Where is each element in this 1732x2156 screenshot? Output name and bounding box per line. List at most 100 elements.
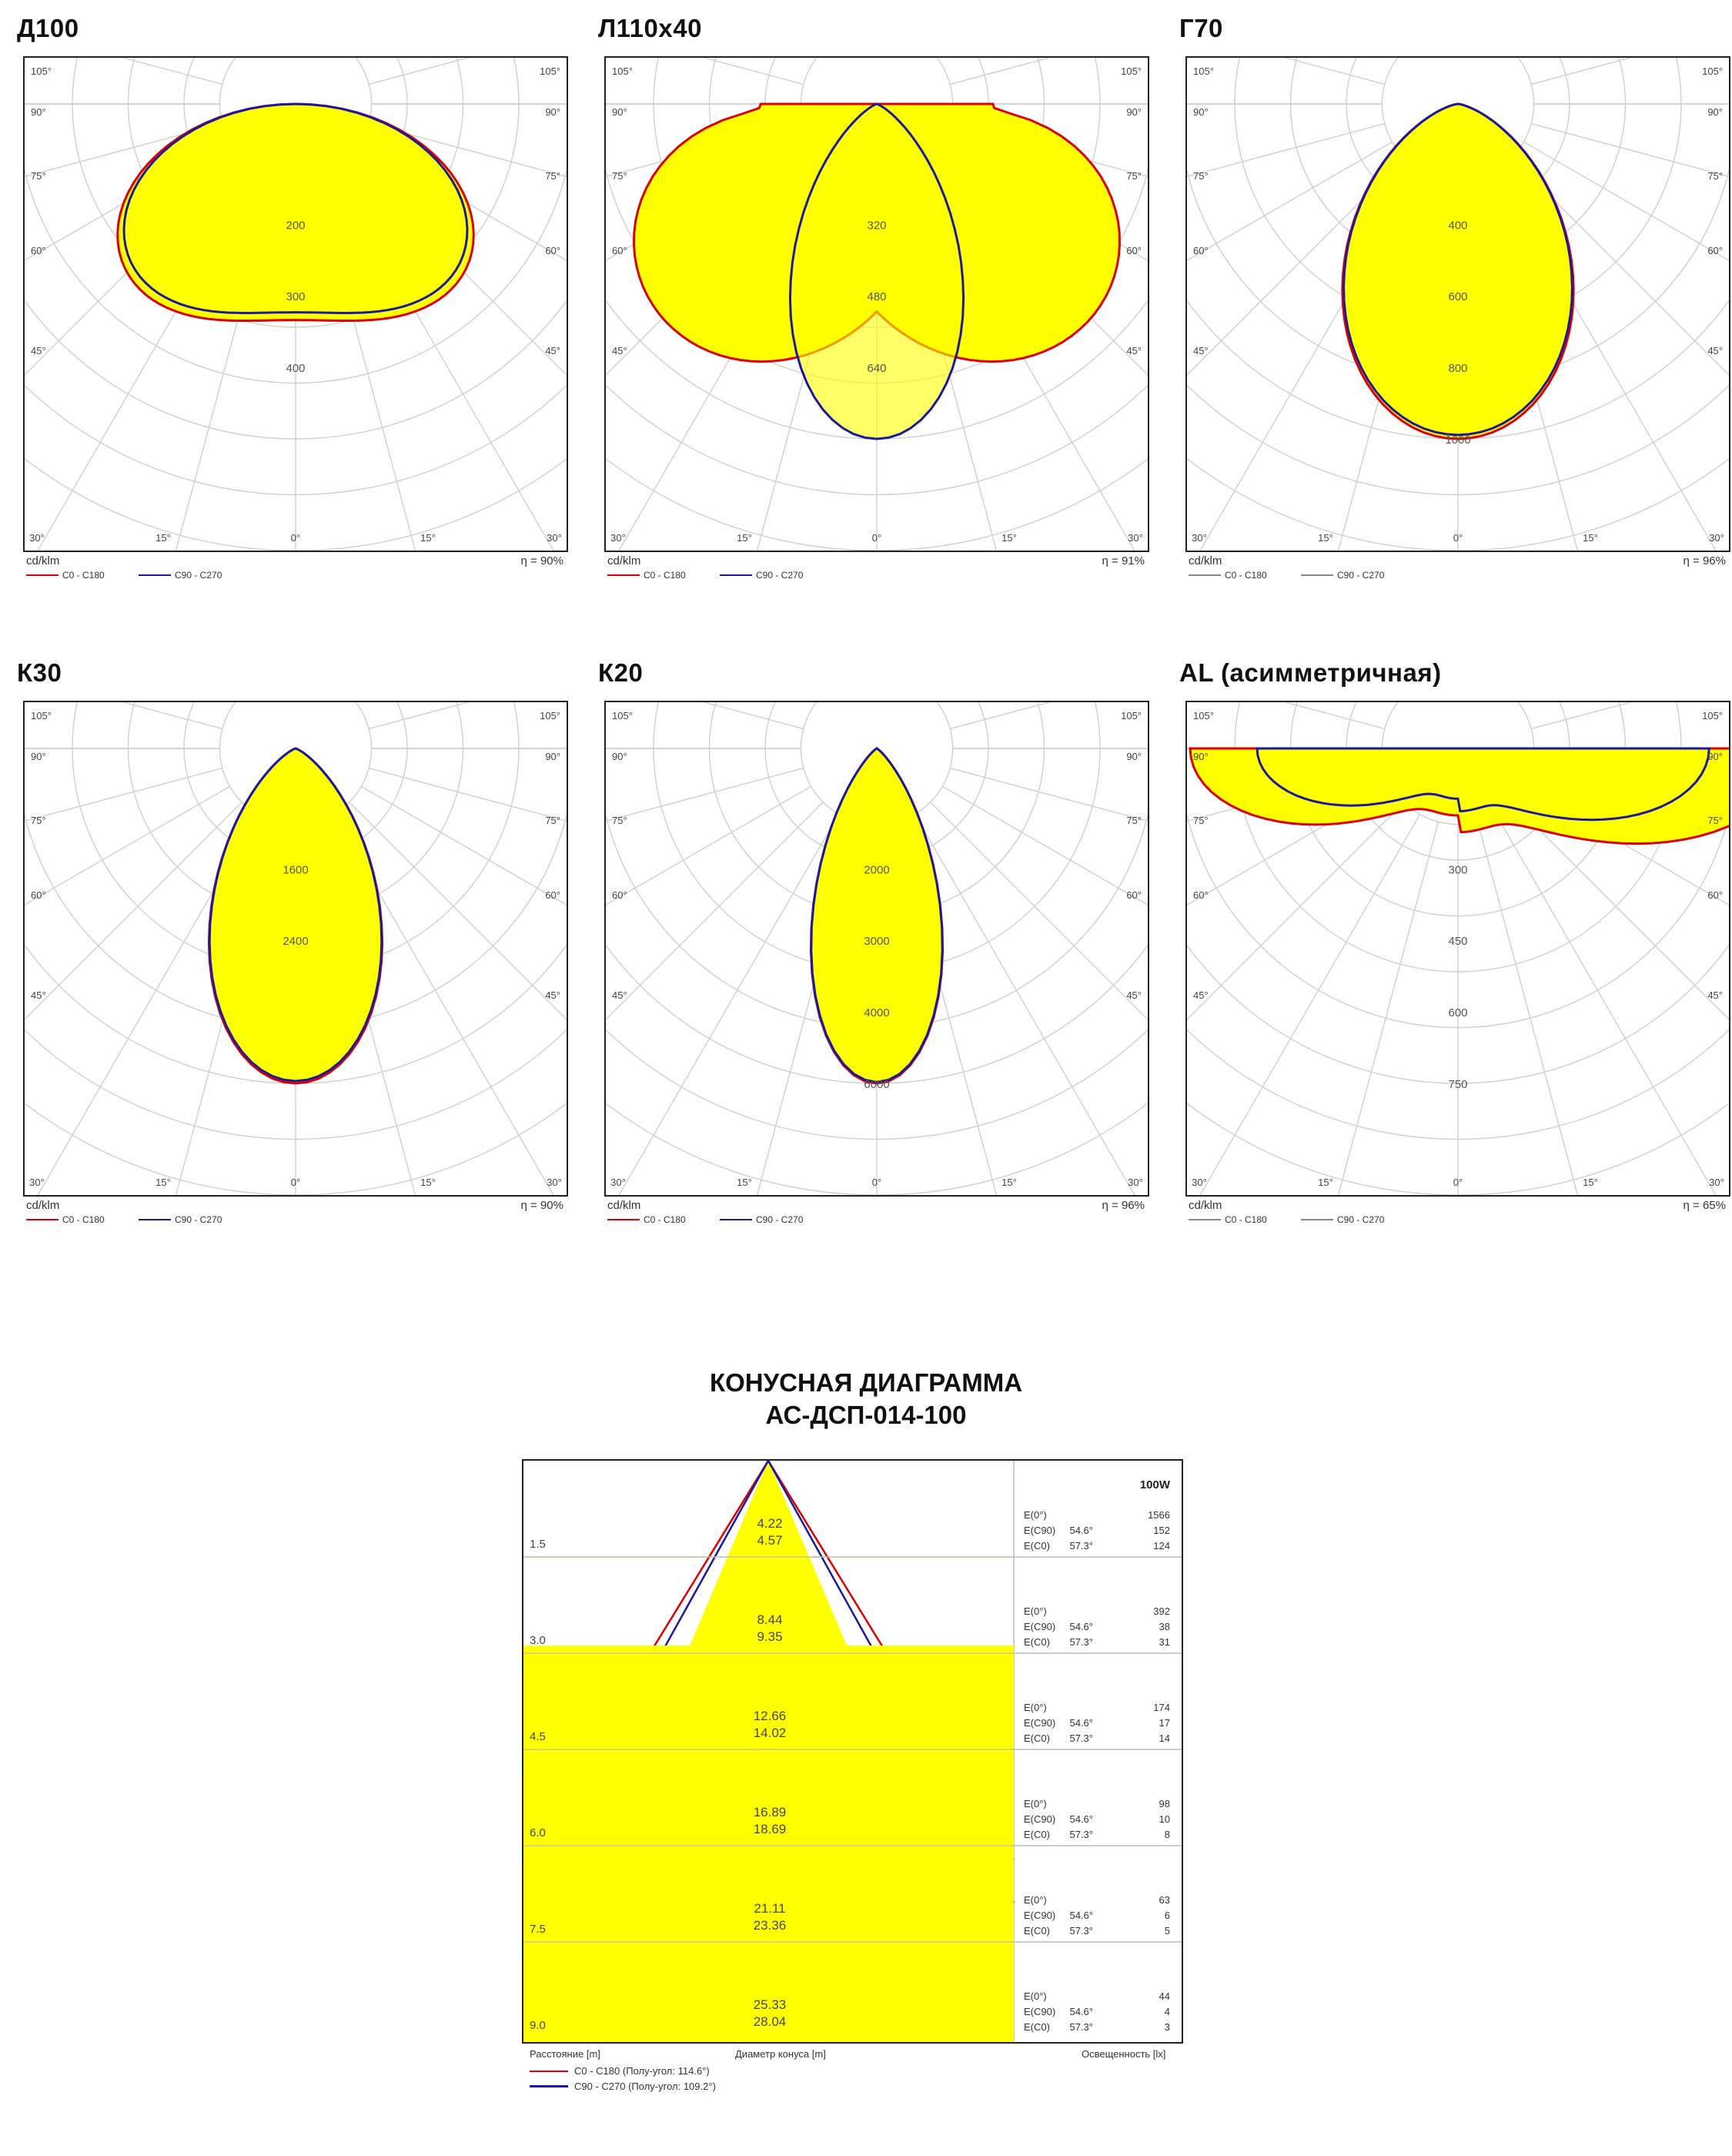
panel-title: Л110х40 [598, 14, 702, 42]
angle-label-left: 45° [612, 989, 627, 1001]
angle-label-bottom: 15° [1001, 1177, 1017, 1188]
radial-value-label: 4000 [864, 1006, 889, 1019]
angle-label-right: 45° [1126, 345, 1142, 357]
angle-label-bottom: 30° [1128, 1177, 1143, 1188]
radial-value-label: 750 [1448, 1078, 1467, 1091]
angle-label-right: 60° [1707, 889, 1723, 901]
grid-spoke [618, 814, 840, 1195]
angle-label-bottom: 30° [1192, 1177, 1207, 1188]
illuminance-value: 10 [1159, 1813, 1170, 1825]
angle-label-right: 105° [1702, 65, 1723, 77]
panel-al: AL (асимметричная) 300 450 600 750 105° 105° 9… [1178, 658, 1732, 1244]
polar-chart-svg: 400 600 800 1000 105° 105° 90° 90° 75° 75° 60° 60° 4… [1187, 58, 1729, 551]
grid-spoke [369, 58, 470, 85]
radial-value-label: 300 [286, 290, 305, 303]
angle-label-right: 105° [1702, 710, 1723, 721]
radial-value-label: 2000 [864, 863, 889, 876]
illuminance-label: E(C90) [1024, 1717, 1055, 1729]
cone-legend-c0: C0 - C180 (Полу-угол: 114.6°) [530, 2065, 710, 2077]
legend-c0: C0 - C180 [607, 1214, 686, 1225]
angle-label-left: 90° [1193, 751, 1209, 762]
angle-label-bottom: 0° [872, 532, 881, 544]
angle-label-left: 60° [31, 245, 46, 256]
illuminance-value: 17 [1159, 1717, 1170, 1729]
unit-label: cd/klm [607, 554, 641, 567]
illuminance-value: 124 [1153, 1540, 1170, 1552]
legend-label: C90 - C270 [175, 570, 222, 581]
angle-label-bottom: 0° [872, 1177, 881, 1188]
legend-swatch [139, 1219, 171, 1220]
angle-label-bottom: 30° [1709, 532, 1724, 544]
illuminance-label: E(0°) [1024, 1798, 1047, 1810]
angle-label-right: 60° [1126, 245, 1142, 256]
legend-c90: C90 - C270 [139, 570, 222, 581]
legend-c90: C90 - C270 [139, 1214, 222, 1225]
illuminance-value: 392 [1153, 1605, 1170, 1617]
angle-label-bottom: 30° [610, 1177, 626, 1188]
radial-value-label: 200 [286, 219, 305, 232]
polar-chart-svg: 200 300 400 105° 105° 90° 90° 75° 75° 60° 60° 45° 45… [25, 58, 567, 551]
power-label: 100W [1140, 1478, 1171, 1491]
diameter-c90-value: 12.66 [754, 1709, 787, 1723]
legend-swatch [607, 1219, 640, 1220]
legend-swatch [1301, 1219, 1333, 1220]
legend-c0: C0 - C180 [1189, 1214, 1267, 1225]
illuminance-label: E(0°) [1024, 1605, 1047, 1617]
illuminance-value: 6 [1165, 1910, 1170, 1921]
grid-spoke [950, 702, 1052, 730]
angle-label-bottom: 15° [1318, 1177, 1333, 1188]
angle-label-bottom: 15° [155, 1177, 171, 1188]
polar-curve-c90-c270 [810, 747, 944, 1083]
angle-label-bottom: 0° [1453, 532, 1463, 544]
polar-chart-svg: 1600 2400 105° 105° 90° 90° 75° 75° 60° 60° 45° 45°… [25, 702, 567, 1195]
polar-chart-svg: 300 450 600 750 105° 105° 90° 90° 75° 75° 60° 60° 45… [1187, 702, 1729, 1195]
polar-curve-c90-c270 [208, 747, 383, 1083]
angle-label-right: 105° [540, 710, 560, 721]
radial-value-label: 600 [1448, 1006, 1467, 1019]
angle-label-right: 105° [1121, 65, 1142, 77]
angle-label-right: 45° [1126, 989, 1142, 1001]
angle-label-left: 90° [612, 106, 627, 118]
angle-label-bottom: 30° [29, 1177, 45, 1188]
panel-l110x40: Л110х40 320 480 640 105° 105° 90° 90° 75° 75° 60°… [597, 14, 1166, 599]
cone-title-line2: АС-ДСП-014-100 [765, 1401, 967, 1429]
plot-footer: cd/klm η = 90% C0 - C180 C90 - C270 [23, 1197, 567, 1236]
illuminance-label: E(0°) [1024, 1894, 1047, 1906]
cone-chart-svg: 1.5 4.22 4.57 E(0°) 1566 E(C90) 54.6° 152 E(C0) 5… [523, 1461, 1182, 2042]
grid-spoke [1283, 702, 1385, 730]
grid-spoke [1337, 822, 1439, 1195]
angle-label-left: 90° [31, 751, 46, 762]
grid-spoke [121, 58, 222, 85]
panel-g70: Г70 400 600 800 1000 105° 105° 90° 90° 75° 75° 60°… [1178, 14, 1732, 599]
angle-label-bottom: 0° [291, 1177, 300, 1188]
radial-value-label: 6000 [864, 1078, 889, 1091]
legend-swatch [530, 2070, 568, 2072]
angle-label-left: 75° [1193, 815, 1209, 826]
illuminance-label: E(C0) [1024, 1732, 1050, 1744]
illuminance-label: E(C90) [1024, 1525, 1055, 1536]
angle-label-bottom: 15° [737, 532, 752, 544]
illuminance-label: E(C90) [1024, 1621, 1055, 1632]
legend-swatch [26, 1219, 59, 1220]
grid-spoke [1187, 141, 1393, 262]
grid-spoke [1511, 802, 1729, 1020]
polar-chart-svg: 2000 3000 4000 6000 105° 105° 90° 90° 75° 75° 60° 6… [606, 702, 1148, 1195]
angle-label-left: 105° [612, 710, 633, 721]
diameter-c90-value: 4.22 [757, 1516, 782, 1531]
angle-label-right: 60° [1707, 245, 1723, 256]
illuminance-angle: 54.6° [1069, 1717, 1093, 1729]
legend-swatch [139, 574, 171, 576]
angle-label-right: 105° [1121, 710, 1142, 721]
polar-plot: 400 600 800 1000 105° 105° 90° 90° 75° 75° 60° 60° 4… [1185, 56, 1730, 552]
illuminance-value: 8 [1165, 1829, 1170, 1840]
unit-label: cd/klm [26, 554, 60, 567]
cone-diagram-title: КОНУСНАЯ ДИАГРАММА АС-ДСП-014-100 [0, 1367, 1732, 1431]
angle-label-bottom: 15° [1583, 532, 1598, 544]
cone-footer-distance: Расстояние [m] [530, 2048, 600, 2060]
angle-label-left: 60° [31, 889, 46, 901]
angle-label-right: 90° [545, 106, 560, 118]
radial-value-label: 640 [867, 362, 886, 375]
illuminance-label: E(C0) [1024, 2021, 1050, 2033]
angle-label-right: 90° [1126, 106, 1142, 118]
grid-spoke [1187, 802, 1405, 1020]
